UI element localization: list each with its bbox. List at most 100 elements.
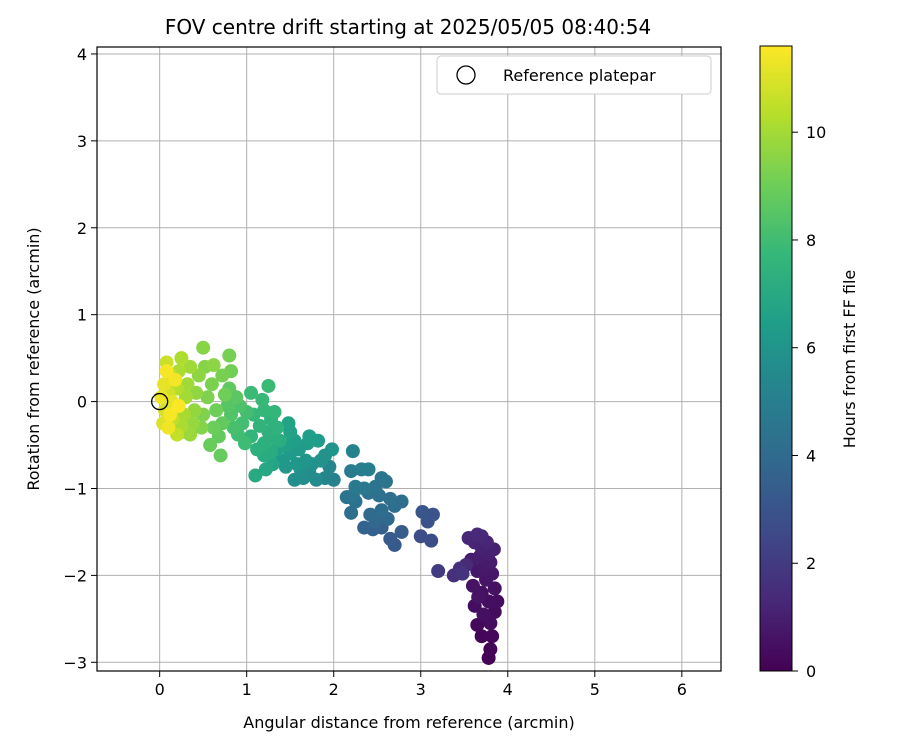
- legend-entry-reference: Reference platepar: [503, 66, 656, 85]
- x-tick-label: 6: [677, 680, 687, 699]
- data-point: [487, 581, 502, 596]
- data-point: [474, 629, 489, 644]
- reference-platepar-marker: [151, 392, 169, 411]
- data-point: [226, 420, 241, 435]
- data-point: [394, 524, 409, 539]
- data-point: [425, 507, 440, 522]
- data-point: [348, 479, 363, 494]
- data-point: [415, 504, 430, 519]
- data-point: [159, 364, 174, 379]
- data-point: [344, 505, 359, 520]
- data-point: [357, 520, 372, 535]
- colorbar-tick-label: 2: [806, 554, 816, 573]
- data-point: [302, 429, 317, 444]
- data-point: [470, 527, 485, 542]
- data-point: [374, 503, 389, 518]
- y-tick-label: 0: [77, 393, 87, 412]
- data-point: [431, 564, 446, 579]
- data-point: [361, 462, 376, 477]
- data-point: [157, 377, 172, 392]
- y-tick-label: 1: [77, 306, 87, 325]
- data-point: [483, 642, 498, 657]
- data-point: [213, 448, 228, 463]
- x-tick-label: 3: [416, 680, 426, 699]
- data-point: [252, 418, 267, 433]
- data-point: [344, 464, 359, 479]
- data-point: [255, 392, 270, 407]
- x-axis-label: Angular distance from reference (arcmin): [243, 713, 574, 732]
- data-point: [204, 377, 219, 392]
- data-point: [324, 442, 339, 457]
- x-axis-ticks: 0 1 2 3 4 5 6: [155, 671, 687, 699]
- data-point: [267, 405, 282, 420]
- y-tick-label: −2: [63, 566, 87, 585]
- data-point: [281, 416, 296, 431]
- colorbar-tick-label: 8: [806, 231, 816, 250]
- data-point: [171, 398, 186, 413]
- data-point: [363, 507, 378, 522]
- y-tick-label: 4: [77, 45, 87, 64]
- data-point: [200, 390, 215, 405]
- data-point: [490, 594, 505, 609]
- colorbar-tick-label: 10: [806, 123, 826, 142]
- legend-marker: [456, 65, 476, 85]
- data-point: [183, 359, 198, 374]
- data-point: [244, 385, 259, 400]
- data-point: [168, 372, 183, 387]
- data-point: [374, 471, 389, 486]
- data-point: [471, 590, 486, 605]
- data-point: [290, 457, 305, 472]
- colorbar-tick-label: 0: [806, 662, 816, 681]
- data-point: [203, 438, 218, 453]
- y-tick-label: 3: [77, 132, 87, 151]
- data-point: [250, 442, 265, 457]
- data-point: [209, 403, 224, 418]
- chart-title: FOV centre drift starting at 2025/05/05 …: [165, 15, 651, 39]
- colorbar: 0 2 4 6 8 10 Hours from first FF file: [759, 45, 859, 681]
- data-point: [196, 340, 211, 355]
- x-tick-label: 1: [242, 680, 252, 699]
- data-point: [174, 351, 189, 366]
- colorbar-tick-label: 6: [806, 339, 816, 358]
- data-point: [258, 462, 273, 477]
- y-tick-label: −3: [63, 653, 87, 672]
- data-point: [215, 368, 230, 383]
- data-point: [455, 566, 470, 581]
- data-point: [206, 358, 221, 373]
- data-point: [394, 494, 409, 509]
- x-tick-label: 5: [590, 680, 600, 699]
- data-point: [248, 468, 263, 483]
- data-point: [383, 491, 398, 506]
- legend-box: [436, 55, 712, 95]
- data-point: [413, 529, 428, 544]
- data-point: [161, 420, 176, 435]
- colorbar-gradient: [759, 45, 793, 672]
- data-point: [163, 407, 178, 422]
- data-point: [465, 578, 480, 593]
- legend: Reference platepar: [436, 55, 712, 95]
- data-point: [261, 378, 276, 393]
- y-tick-label: 2: [77, 219, 87, 238]
- data-point: [345, 444, 360, 459]
- data-point: [476, 607, 491, 622]
- y-axis-label: Rotation from reference (arcmin): [24, 227, 43, 490]
- y-tick-label: −1: [63, 479, 87, 498]
- colorbar-label: Hours from first FF file: [840, 270, 859, 449]
- data-points: [151, 340, 505, 665]
- plot-frame: [96, 46, 722, 672]
- x-tick-label: 2: [329, 680, 339, 699]
- data-point: [222, 348, 237, 363]
- data-point: [383, 531, 398, 546]
- data-point: [217, 387, 232, 402]
- x-tick-label: 0: [155, 680, 165, 699]
- x-tick-label: 4: [503, 680, 513, 699]
- y-axis-ticks: −3 −2 −1 0 1 2 3 4: [63, 45, 97, 672]
- data-point: [287, 472, 302, 487]
- data-point: [191, 368, 206, 383]
- colorbar-tick-label: 4: [806, 446, 816, 465]
- colorbar-ticks: 0 2 4 6 8 10: [792, 123, 826, 681]
- data-point: [206, 420, 221, 435]
- grid-lines: [97, 47, 721, 671]
